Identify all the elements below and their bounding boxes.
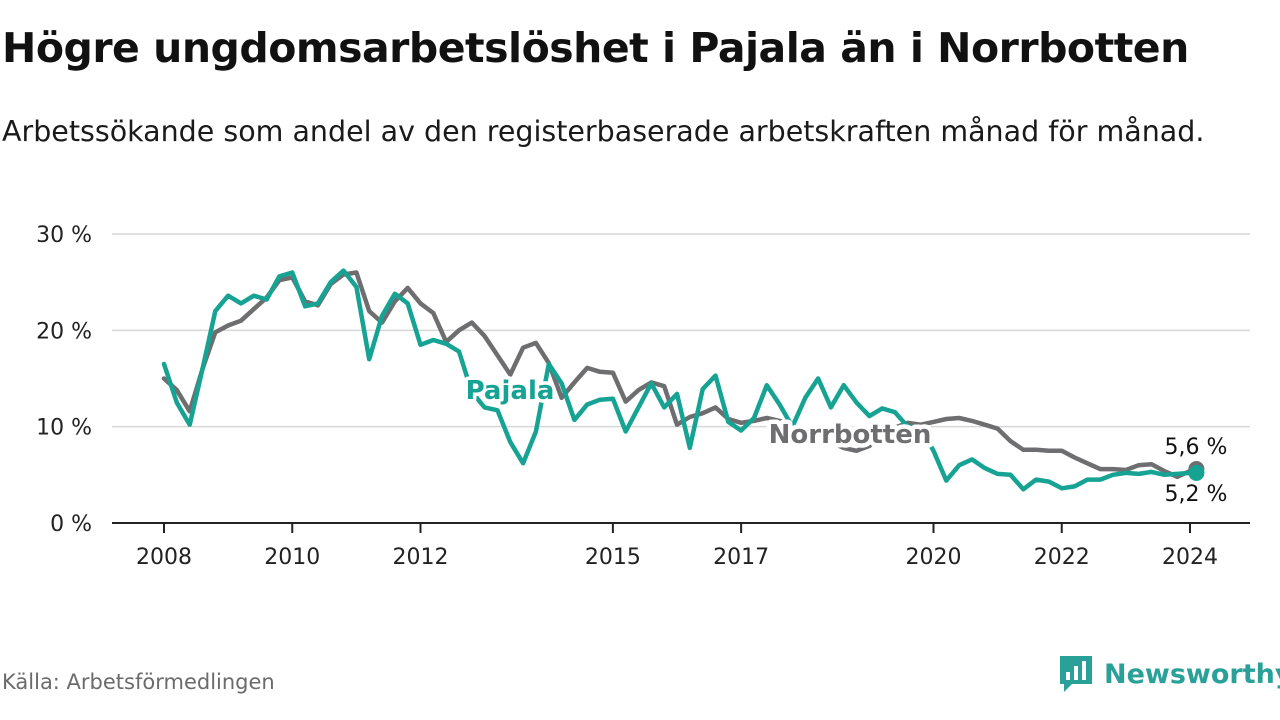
x-tick-label: 2010: [264, 545, 320, 570]
end-label-norrbotten: 5,6 %: [1165, 435, 1228, 460]
x-axis: 2008 2010 2012 2015 2017 2020 2022 2024: [112, 522, 1250, 570]
newsworthy-logo[interactable]: Newsworthy: [1058, 654, 1280, 694]
y-axis-tick-labels: 0 % 10 % 20 % 30 %: [36, 223, 92, 537]
grid-lines: [112, 233, 1250, 428]
series-labels: Pajala Norrbotten 5,6 % 5,2 %: [462, 373, 1228, 508]
x-tick-label: 2022: [1034, 545, 1090, 570]
x-tick-label: 2015: [585, 545, 641, 570]
newsworthy-icon: [1060, 656, 1092, 692]
y-tick-label: 30 %: [36, 223, 92, 248]
newsworthy-wordmark: Newsworthy: [1104, 658, 1280, 690]
x-tick-label: 2020: [906, 545, 962, 570]
end-point-pajala: [1188, 464, 1205, 481]
x-tick-label: 2012: [393, 545, 449, 570]
y-tick-label: 20 %: [36, 319, 92, 344]
source-note: Källa: Arbetsförmedlingen: [2, 670, 275, 694]
series-label-norrbotten: Norrbotten: [769, 420, 932, 450]
series-lines: [161, 268, 1205, 492]
y-tick-label: 0 %: [50, 512, 92, 537]
end-label-pajala: 5,2 %: [1165, 482, 1228, 507]
x-tick-label: 2008: [136, 545, 192, 570]
series-line-pajala: [161, 268, 1199, 492]
chart-title: Högre ungdomsarbetslöshet i Pajala än i …: [2, 24, 1189, 72]
x-tick-label: 2024: [1162, 545, 1218, 570]
x-tick-label: 2017: [713, 545, 769, 570]
chart-subtitle: Arbetssökande som andel av den registerb…: [2, 115, 1205, 148]
series-label-pajala: Pajala: [466, 376, 555, 406]
y-tick-label: 10 %: [36, 416, 92, 441]
